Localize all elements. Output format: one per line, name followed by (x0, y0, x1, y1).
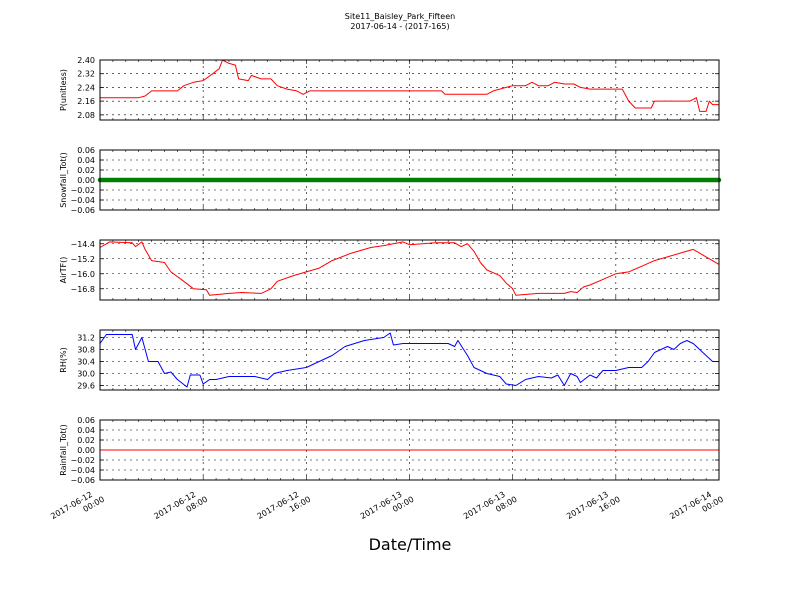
y-tick-label: 0.00 (77, 446, 95, 455)
x-tick-label: 2017-06-1300:00 (359, 486, 416, 530)
panels: 2.402.322.242.162.08P(unitless)0.060.040… (59, 56, 722, 485)
axes-frame (99, 329, 720, 391)
y-tick-label: 30.8 (77, 346, 95, 355)
y-tick-label: 30.0 (77, 370, 95, 379)
panel-2: 0.060.040.020.00−0.02−0.04−0.06Snowfall_… (59, 146, 722, 215)
axes-frame (99, 419, 720, 481)
y-tick-label: −0.06 (70, 476, 95, 485)
chart-subtitle: 2017-06-14 - (2017-165) (350, 22, 449, 31)
y-axis-label: Snowfall_Tot() (59, 152, 68, 208)
panel-4: 31.2 30.8 30.4 30.0 29.6 RH(%) (59, 329, 720, 391)
y-tick-label: −0.02 (70, 186, 95, 195)
chart-title: Site11_Baisley_Park_Fifteen (345, 12, 455, 21)
x-tick-label: 2017-06-1308:00 (462, 486, 519, 530)
x-tick-label: 2017-06-1200:00 (49, 486, 106, 530)
y-axis-label: RH(%) (59, 347, 68, 372)
x-tick-label: 2017-06-1400:00 (668, 486, 725, 530)
x-tick-labels: 2017-06-1200:00 2017-06-1208:00 2017-06-12… (49, 486, 725, 530)
x-axis-label: Date/Time (369, 535, 452, 554)
y-tick-label: 2.16 (77, 97, 95, 106)
y-axis-label: P(unitless) (59, 69, 68, 111)
x-tick-label: 2017-06-1316:00 (565, 486, 622, 530)
y-tick-label: 0.04 (77, 426, 95, 435)
y-tick-label: −0.02 (70, 456, 95, 465)
y-tick-label: −0.06 (70, 206, 95, 215)
y-tick-label: 2.24 (77, 83, 95, 92)
y-tick-label: −15.2 (70, 255, 95, 264)
y-tick-label: 0.02 (77, 436, 95, 445)
panel-5: 0.060.040.020.00−0.02−0.04−0.06Rainfall_… (59, 416, 720, 485)
y-tick-label: 0.06 (77, 146, 95, 155)
y-tick-label: 0.06 (77, 416, 95, 425)
panel-1: 2.40 2.32 2.24 2.16 2.08 P(unitless) (59, 56, 720, 121)
y-tick-label: 0.04 (77, 156, 95, 165)
series-line (99, 332, 719, 388)
y-tick-label: 2.32 (77, 70, 95, 79)
y-tick-label: −16.8 (70, 285, 95, 294)
y-tick-label: 2.08 (77, 111, 95, 120)
y-tick-label: 0.02 (77, 166, 95, 175)
y-axis-label: AirTF() (59, 257, 68, 284)
axes-frame (99, 149, 720, 211)
axes-frame (99, 239, 720, 301)
y-tick-label: 2.40 (77, 56, 95, 65)
y-tick-label: 0.00 (77, 176, 95, 185)
y-tick-label: 31.2 (77, 334, 95, 343)
x-tick-label: 2017-06-1208:00 (152, 486, 209, 530)
y-tick-label: −14.4 (70, 240, 95, 249)
y-axis-label: Rainfall_Tot() (59, 424, 68, 476)
y-tick-label: −0.04 (70, 466, 95, 475)
y-tick-label: −0.04 (70, 196, 95, 205)
x-tick-label: 2017-06-1216:00 (256, 486, 313, 530)
y-tick-label: −16.0 (70, 270, 95, 279)
series-line (99, 241, 720, 296)
series-line (100, 59, 719, 112)
y-tick-label: 29.6 (77, 382, 95, 391)
axes-frame (99, 59, 720, 121)
y-tick-label: 30.4 (77, 358, 95, 367)
